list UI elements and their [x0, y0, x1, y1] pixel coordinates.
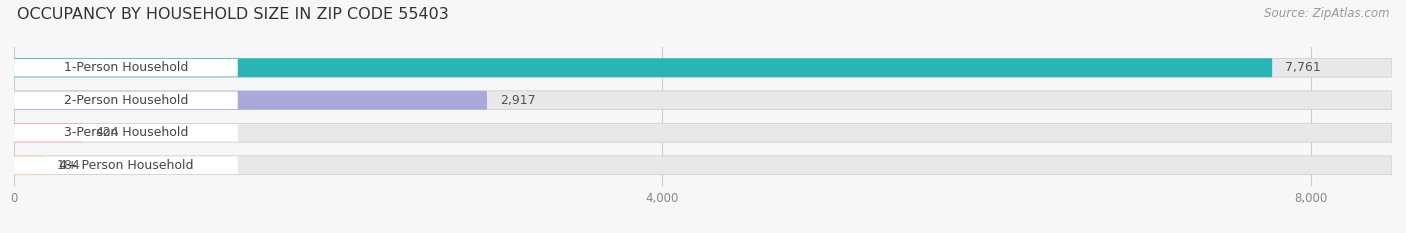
FancyBboxPatch shape	[14, 92, 238, 109]
FancyBboxPatch shape	[14, 123, 1392, 142]
FancyBboxPatch shape	[14, 124, 238, 141]
Text: 424: 424	[96, 126, 120, 139]
FancyBboxPatch shape	[14, 123, 83, 142]
FancyBboxPatch shape	[14, 91, 1392, 110]
Text: 2,917: 2,917	[501, 94, 536, 107]
Text: 2-Person Household: 2-Person Household	[63, 94, 188, 107]
Text: Source: ZipAtlas.com: Source: ZipAtlas.com	[1264, 7, 1389, 20]
FancyBboxPatch shape	[14, 58, 1272, 77]
Text: 7,761: 7,761	[1285, 61, 1320, 74]
FancyBboxPatch shape	[14, 156, 44, 175]
FancyBboxPatch shape	[14, 156, 1392, 175]
Text: 1-Person Household: 1-Person Household	[63, 61, 188, 74]
FancyBboxPatch shape	[14, 157, 238, 174]
Text: 184: 184	[56, 159, 80, 172]
Text: 4+ Person Household: 4+ Person Household	[59, 159, 193, 172]
Text: 3-Person Household: 3-Person Household	[63, 126, 188, 139]
Text: OCCUPANCY BY HOUSEHOLD SIZE IN ZIP CODE 55403: OCCUPANCY BY HOUSEHOLD SIZE IN ZIP CODE …	[17, 7, 449, 22]
FancyBboxPatch shape	[14, 91, 486, 110]
FancyBboxPatch shape	[14, 58, 1392, 77]
FancyBboxPatch shape	[14, 59, 238, 76]
